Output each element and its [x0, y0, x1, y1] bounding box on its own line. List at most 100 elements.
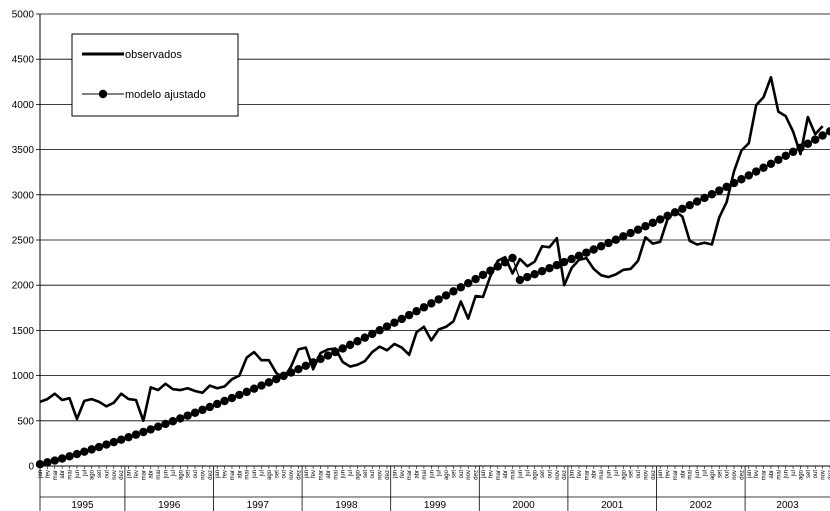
data-point-modelo-ajustado: [751, 167, 761, 176]
series-line-observados: [39, 75, 824, 423]
x-tick-label-month: ago: [355, 469, 361, 480]
x-tick-label-month: set: [806, 470, 812, 478]
x-tick-label-month: nov: [643, 470, 649, 480]
data-point-modelo-ajustado: [537, 266, 547, 276]
x-tick-label-month: mar: [762, 470, 768, 480]
data-point-modelo-ajustado: [87, 445, 96, 454]
x-tick-label-month: mai: [333, 470, 339, 480]
data-point-modelo-ajustado: [626, 228, 635, 238]
data-point-modelo-ajustado: [161, 419, 170, 429]
x-tick-label-month: mar: [584, 470, 590, 480]
x-tick-label-month: nov: [378, 470, 384, 480]
data-point-modelo-ajustado: [486, 266, 495, 275]
data-point-modelo-ajustado: [404, 310, 414, 320]
x-tick-label-month: dez: [385, 470, 391, 480]
data-point-modelo-ajustado: [153, 422, 163, 431]
data-point-modelo-ajustado: [264, 378, 274, 387]
x-tick-label-month: mar: [673, 470, 679, 480]
x-tick-label-month: out: [282, 470, 288, 479]
data-point-modelo-ajustado: [766, 159, 776, 168]
x-tick-label-month: fev: [488, 470, 494, 478]
data-point-modelo-ajustado: [94, 442, 104, 452]
x-tick-label-month: nov: [821, 470, 827, 480]
y-tick-label-1000: 1000: [12, 371, 35, 382]
x-tick-label-month: jan: [570, 470, 576, 479]
x-tick-label-month: jun: [784, 470, 790, 479]
x-tick-label-month: ago: [267, 469, 273, 480]
x-tick-label-month: jul: [525, 470, 531, 477]
x-tick-label-month: ago: [444, 469, 450, 480]
x-tick-label-month: ago: [90, 469, 96, 480]
x-tick-label-month: mar: [141, 470, 147, 480]
x-tick-label-month: fev: [577, 470, 583, 478]
data-point-modelo-ajustado: [678, 204, 687, 214]
data-point-modelo-ajustado: [375, 326, 384, 335]
data-point-modelo-ajustado: [560, 257, 569, 267]
data-point-modelo-ajustado: [596, 242, 606, 251]
x-tick-label-month: mai: [776, 470, 782, 480]
data-point-modelo-ajustado: [552, 260, 562, 270]
data-point-modelo-ajustado: [50, 456, 59, 465]
x-tick-label-month: fev: [223, 470, 229, 478]
legend-box: [71, 33, 239, 117]
data-point-modelo-ajustado: [604, 238, 613, 248]
data-point-modelo-ajustado: [692, 197, 702, 206]
x-tick-label-month: nov: [112, 470, 118, 480]
x-tick-label-month: set: [363, 470, 369, 478]
data-point-modelo-ajustado: [471, 274, 480, 284]
x-tick-label-month: mai: [511, 470, 517, 480]
data-point-modelo-ajustado: [434, 295, 443, 304]
x-tick-label-month: ago: [710, 469, 716, 480]
data-point-modelo-ajustado: [582, 248, 591, 257]
data-point-modelo-ajustado: [338, 344, 347, 353]
data-point-modelo-ajustado: [360, 333, 370, 342]
x-tick-label-month: jan: [392, 470, 398, 479]
x-tick-label-month: jun: [518, 470, 524, 479]
x-tick-label-month: abr: [237, 470, 243, 479]
data-point-modelo-ajustado: [183, 411, 192, 420]
data-point-modelo-ajustado: [759, 163, 768, 172]
x-tick-label-month: set: [451, 470, 457, 478]
data-point-modelo-ajustado: [641, 222, 650, 231]
x-tick-label-month: nov: [200, 470, 206, 480]
data-point-modelo-ajustado: [493, 262, 502, 271]
series-area: [35, 75, 830, 469]
x-tick-label-month: out: [459, 470, 465, 479]
data-point-modelo-ajustado: [43, 458, 52, 467]
x-tick-label-month: out: [104, 470, 110, 479]
x-tick-label-month: jan: [481, 470, 487, 479]
data-point-modelo-ajustado: [707, 190, 717, 199]
x-tick-label-month: mai: [68, 470, 74, 480]
data-point-modelo-ajustado: [124, 432, 133, 442]
x-tick-label-month: mai: [245, 470, 251, 480]
data-point-modelo-ajustado: [220, 396, 229, 406]
x-tick-label-month: fev: [400, 470, 406, 478]
data-point-modelo-ajustado: [205, 402, 215, 412]
data-point-modelo-ajustado: [131, 430, 141, 439]
x-tick-label-month: abr: [60, 470, 66, 479]
data-point-modelo-ajustado: [72, 449, 82, 459]
data-point-modelo-ajustado: [35, 459, 45, 469]
x-tick-label-month: jul: [171, 470, 177, 477]
data-point-modelo-ajustado: [574, 251, 584, 261]
legend-label-modelo: modelo ajustado: [125, 89, 206, 101]
data-point-modelo-ajustado: [390, 318, 399, 327]
x-tick-label-month: jan: [215, 470, 221, 479]
data-point-modelo-ajustado: [567, 254, 576, 264]
x-tick-label-month: fev: [666, 470, 672, 478]
x-tick-label-month: dez: [208, 470, 214, 480]
x-tick-label-month: jul: [437, 470, 443, 477]
year-label-1999: 1999: [424, 500, 447, 511]
x-tick-label-month: ago: [621, 469, 627, 480]
x-tick-label-month: jun: [607, 470, 613, 479]
x-tick-label-month: mai: [156, 470, 162, 480]
year-label-2000: 2000: [512, 500, 535, 511]
y-tick-label-4500: 4500: [12, 55, 35, 66]
data-point-modelo-ajustado: [500, 258, 510, 267]
data-point-modelo-ajustado: [811, 135, 820, 144]
legend-marker-modelo: [98, 89, 108, 99]
x-tick-label-month: fev: [754, 470, 760, 478]
data-point-modelo-ajustado: [412, 307, 421, 316]
data-point-modelo-ajustado: [737, 175, 746, 184]
data-point-modelo-ajustado: [286, 368, 296, 377]
